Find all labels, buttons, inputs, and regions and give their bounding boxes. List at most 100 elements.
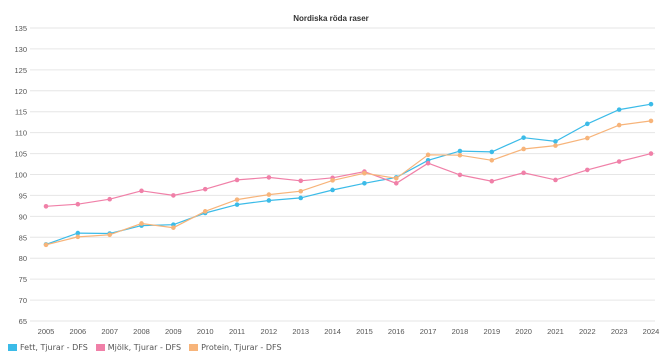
y-tick-label: 65	[19, 317, 27, 326]
x-tick-label: 2005	[38, 327, 55, 336]
legend-item[interactable]: Fett, Tjurar - DFS	[8, 343, 88, 352]
legend-item[interactable]: Protein, Tjurar - DFS	[189, 343, 282, 352]
y-tick-label: 75	[19, 275, 27, 284]
series-protein	[43, 118, 654, 248]
legend-label: Protein, Tjurar - DFS	[201, 343, 282, 352]
x-tick-label: 2008	[133, 327, 150, 336]
data-point	[266, 175, 272, 180]
x-tick-label: 2013	[292, 327, 309, 336]
data-point	[489, 178, 495, 184]
y-tick-label: 120	[14, 87, 27, 96]
data-point	[521, 146, 526, 152]
x-tick-label: 2023	[611, 327, 628, 336]
data-point	[425, 160, 431, 166]
data-point	[75, 201, 81, 207]
data-point	[648, 101, 654, 107]
x-tick-label: 2011	[229, 327, 245, 336]
data-point	[393, 180, 399, 186]
data-point	[489, 149, 495, 155]
y-tick-label: 130	[14, 45, 27, 54]
data-point	[202, 209, 208, 214]
series-line	[45, 153, 652, 207]
y-tick-label: 135	[14, 24, 27, 33]
data-point	[202, 186, 208, 192]
x-tick-label: 2018	[452, 327, 469, 336]
x-tick-label: 2014	[324, 327, 341, 336]
x-tick-label: 2007	[101, 327, 118, 336]
x-tick-label: 2015	[356, 327, 373, 336]
data-point	[266, 192, 272, 197]
data-point	[298, 195, 304, 201]
data-point	[234, 202, 240, 207]
y-tick-label: 95	[19, 191, 27, 200]
data-point	[425, 152, 431, 158]
legend-swatch	[189, 344, 199, 351]
legend-item[interactable]: Mjölk, Tjurar - DFS	[95, 343, 182, 352]
y-tick-label: 100	[14, 171, 27, 180]
chart-title: Nordiska röda raser	[293, 14, 369, 23]
data-point	[585, 121, 590, 127]
data-point	[266, 198, 272, 203]
data-point	[553, 139, 558, 144]
data-point	[362, 180, 367, 186]
data-point	[171, 225, 176, 230]
y-tick-label: 80	[19, 254, 27, 263]
legend-swatch	[95, 344, 105, 351]
x-tick-label: 2016	[388, 327, 405, 336]
gridlines	[30, 27, 655, 322]
x-tick-label: 2022	[579, 327, 596, 336]
data-point	[139, 221, 144, 226]
data-point	[75, 234, 81, 240]
y-tick-label: 105	[14, 150, 27, 159]
data-point	[234, 197, 240, 202]
data-point	[139, 188, 144, 194]
data-point	[553, 143, 558, 148]
x-tick-label: 2019	[483, 327, 500, 336]
y-tick-label: 125	[14, 66, 27, 75]
x-tick-label: 2006	[69, 327, 86, 336]
data-point	[43, 204, 49, 209]
data-point	[648, 151, 654, 156]
y-tick-label: 110	[15, 129, 27, 138]
data-point	[75, 230, 81, 236]
data-point	[330, 178, 335, 183]
x-tick-label: 2020	[515, 327, 532, 336]
y-tick-label: 115	[15, 108, 27, 117]
data-point	[234, 177, 240, 183]
data-point	[298, 188, 304, 194]
data-point	[457, 152, 463, 158]
axis-labels: 65 70 75 80 85 90 95 100 105 110 115 120 125 130 135 20…	[14, 24, 659, 336]
legend-swatch	[8, 344, 17, 351]
data-point	[107, 196, 112, 202]
x-tick-label: 2012	[261, 327, 278, 336]
data-point	[43, 242, 49, 248]
data-point	[171, 193, 176, 198]
data-point	[521, 170, 526, 176]
data-point	[457, 148, 463, 154]
x-tick-label: 2009	[165, 327, 182, 336]
data-point	[648, 118, 654, 124]
data-point	[107, 232, 112, 238]
legend-label: Mjölk, Tjurar - DFS	[107, 343, 182, 352]
data-point	[553, 177, 558, 183]
data-point	[585, 135, 590, 141]
data-point	[585, 167, 590, 173]
data-point	[521, 135, 526, 140]
data-point	[616, 159, 622, 164]
data-point	[298, 178, 304, 184]
data-point	[330, 187, 335, 193]
data-point	[393, 175, 399, 181]
x-tick-label: 2021	[547, 327, 564, 336]
legend[interactable]: Fett, Tjurar - DFS Mjölk, Tjurar - DFS Pro…	[8, 343, 282, 352]
data-point	[616, 107, 622, 112]
y-tick-label: 90	[19, 212, 27, 221]
x-tick-label: 2017	[420, 327, 437, 336]
series-line	[45, 103, 652, 245]
series-mjlk	[43, 151, 654, 209]
data-point	[616, 122, 622, 128]
legend-label: Fett, Tjurar - DFS	[20, 343, 88, 352]
x-tick-label: 2010	[197, 327, 214, 336]
data-point	[362, 170, 367, 176]
